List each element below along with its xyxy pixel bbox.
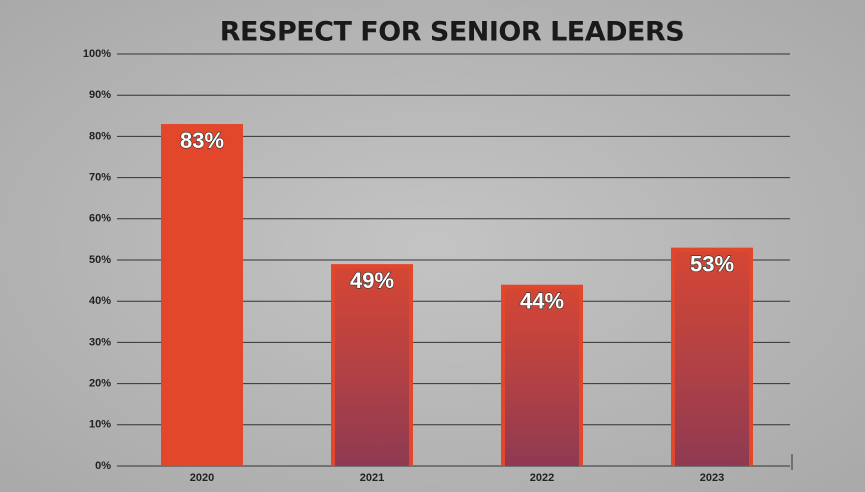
- value-label: 53%: [690, 251, 734, 276]
- bar-photo-tint: [335, 268, 409, 466]
- x-tick-label: 2022: [530, 472, 554, 484]
- y-tick-label: 60%: [89, 213, 111, 225]
- y-tick-label: 100%: [83, 48, 111, 60]
- bar-photo-tint: [675, 251, 749, 466]
- y-tick-label: 40%: [89, 295, 111, 307]
- y-tick-label: 30%: [89, 336, 111, 348]
- value-label: 44%: [520, 289, 564, 314]
- value-label: 83%: [180, 128, 224, 153]
- y-tick-label: 10%: [89, 419, 111, 431]
- y-tick-label: 80%: [89, 130, 111, 142]
- y-tick-label: 0%: [95, 460, 111, 472]
- y-tick-label: 50%: [89, 254, 111, 266]
- chart-title: RESPECT FOR SENIOR LEADERS: [220, 17, 684, 48]
- y-tick-label: 70%: [89, 172, 111, 184]
- bar: [161, 124, 243, 466]
- y-tick-label: 20%: [89, 378, 111, 390]
- bar-photo-tint: [505, 288, 579, 466]
- x-tick-label: 2023: [700, 472, 724, 484]
- value-label: 49%: [350, 268, 394, 293]
- x-tick-label: 2020: [190, 472, 214, 484]
- x-tick-label: 2021: [360, 472, 384, 484]
- y-tick-label: 90%: [89, 89, 111, 101]
